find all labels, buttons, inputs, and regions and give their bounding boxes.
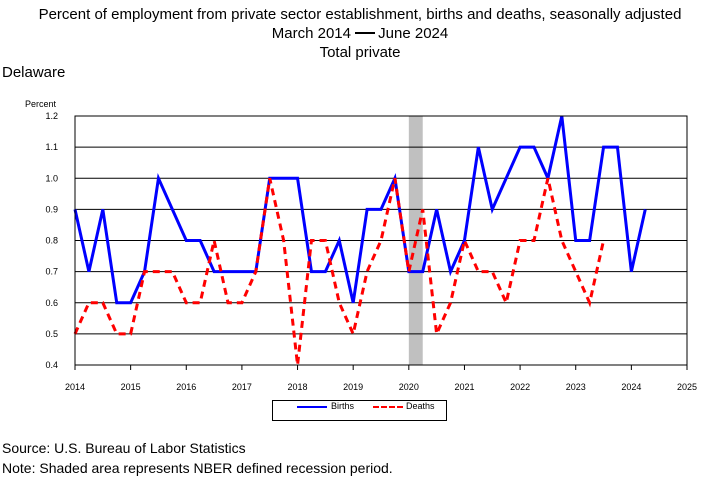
x-tick-label: 2024: [621, 382, 641, 392]
x-tick-label: 2015: [121, 382, 141, 392]
legend-deaths-swatch: [373, 406, 403, 408]
y-tick-label: 0.4: [45, 360, 58, 370]
y-tick-label: 0.7: [45, 267, 58, 277]
x-tick-label: 2017: [232, 382, 252, 392]
y-tick-label: 0.5: [45, 329, 58, 339]
legend-births-label: Births: [331, 401, 355, 411]
y-tick-label: 1.2: [45, 111, 58, 121]
region-label: Delaware: [2, 64, 66, 81]
x-tick-label: 2018: [288, 382, 308, 392]
y-axis-label: Percent: [25, 99, 57, 109]
x-tick-label: 2021: [454, 382, 474, 392]
series-layer: [73, 115, 647, 366]
x-tick-label: 2022: [510, 382, 530, 392]
chart-title: Percent of employment from private secto…: [38, 6, 682, 23]
x-tick-label: 2023: [566, 382, 586, 392]
x-tick-label: 2020: [399, 382, 419, 392]
chart-date-range: March 2014 June 2024: [0, 24, 720, 43]
legend-deaths-label: Deaths: [406, 401, 435, 411]
chart-subtitle: Total private: [319, 44, 401, 61]
y-tick-label: 0.9: [45, 204, 58, 214]
x-axis-ticks: 2014 2015 2016 2017 2018 2019 2020 2021 2022 2023…: [65, 365, 697, 392]
date-range-start: March 2014: [271, 25, 351, 42]
date-range-dash: [355, 32, 376, 35]
y-axis-ticks: 0.4 0.5 0.6 0.7 0.8 0.9 1.0 1.1 1.2: [45, 111, 58, 370]
y-tick-label: 1.0: [45, 173, 58, 183]
gridlines: [75, 115, 687, 366]
y-tick-label: 0.6: [45, 298, 58, 308]
chart-legend: Births Deaths: [272, 400, 447, 421]
x-tick-label: 2019: [343, 382, 363, 392]
recession-note: Note: Shaded area represents NBER define…: [2, 460, 393, 476]
date-range-end: June 2024: [378, 25, 449, 42]
plot-frame: [74, 115, 688, 366]
y-tick-label: 0.8: [45, 236, 58, 246]
legend-births-swatch: [297, 406, 327, 408]
series-line-deaths: [73, 177, 606, 366]
series-line-births: [73, 115, 647, 305]
source-note: Source: U.S. Bureau of Labor Statistics: [2, 440, 246, 456]
y-tick-label: 1.1: [45, 142, 58, 152]
x-tick-label: 2016: [176, 382, 196, 392]
x-tick-label: 2014: [65, 382, 85, 392]
x-tick-label: 2025: [677, 382, 697, 392]
